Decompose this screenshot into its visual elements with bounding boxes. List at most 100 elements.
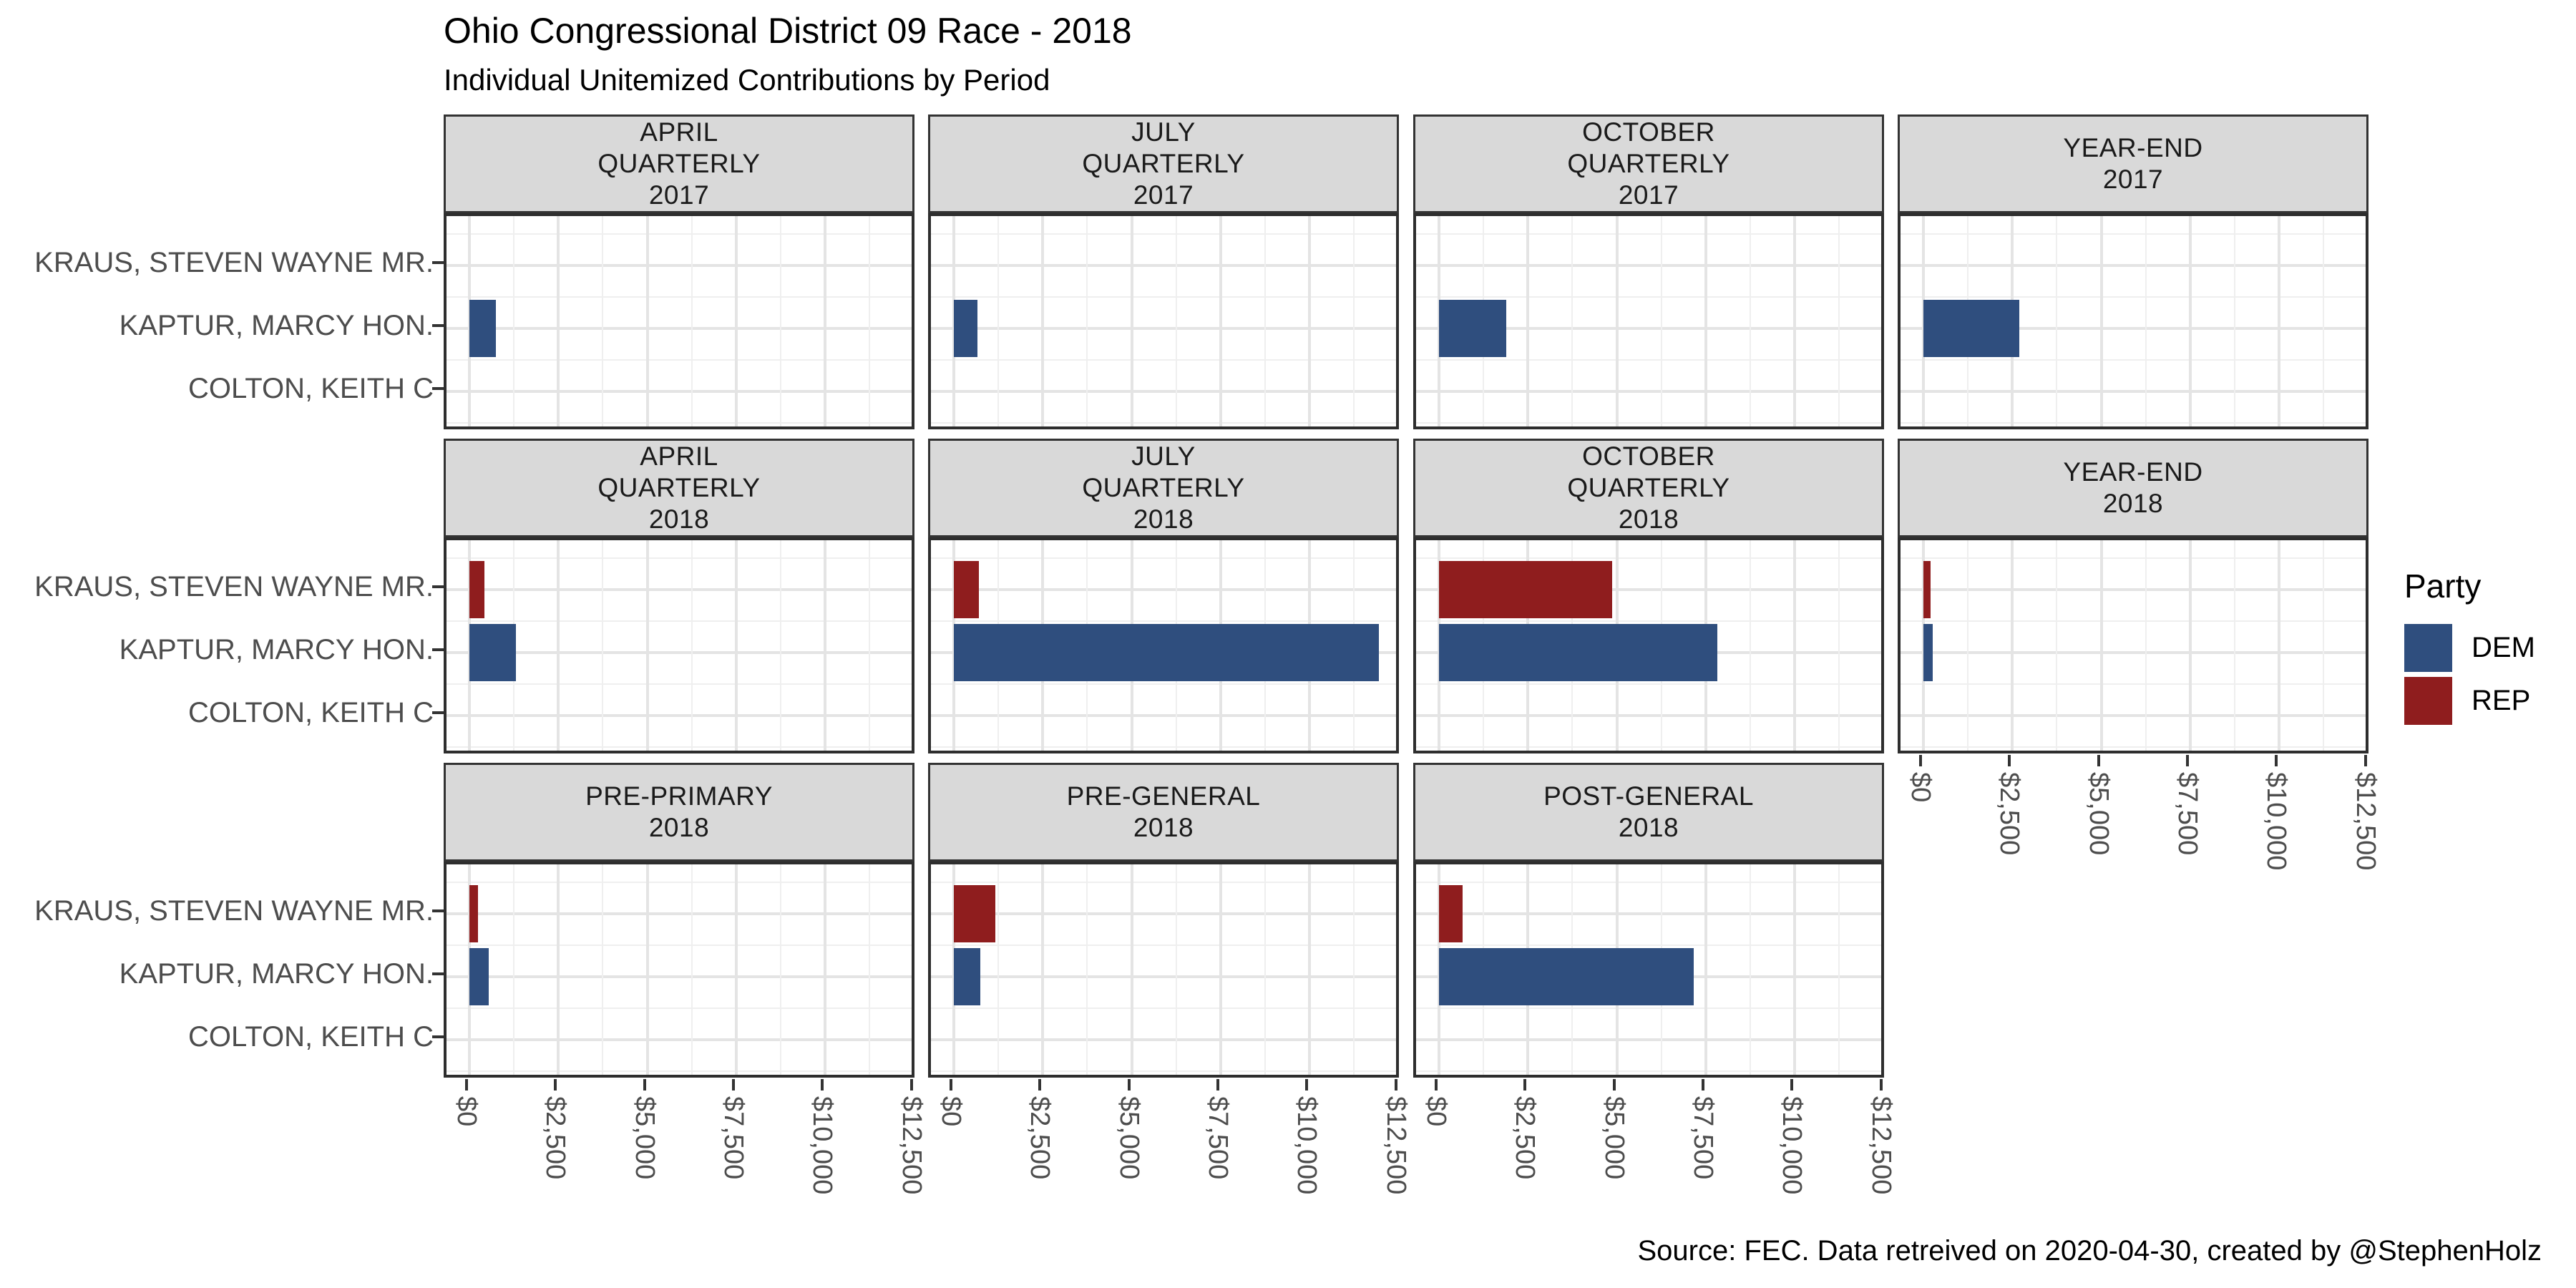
gridline-h-minor — [1416, 233, 1881, 235]
facet-strip-year-end-2018: YEAR-END 2018 — [1898, 439, 2368, 537]
gridline-h-minor — [447, 296, 912, 298]
gridline-h-minor — [1416, 359, 1881, 361]
bar-dem — [1923, 624, 1933, 681]
facet-strip-july-quarterly-2018: JULY QUARTERLY 2018 — [928, 439, 1399, 537]
gridline-v-minor — [869, 216, 871, 426]
facet-strip-pre-primary-2018: PRE-PRIMARY 2018 — [444, 763, 914, 862]
facet-strip-april-quarterly-2017: APRIL QUARTERLY 2017 — [444, 114, 914, 213]
x-axis-label: $12,500 — [2350, 772, 2381, 871]
y-axis-tick — [432, 972, 444, 975]
gridline-h-minor — [1901, 296, 2366, 298]
gridline-v-minor — [602, 216, 604, 426]
facet-strip-label: OCTOBER QUARTERLY 2018 — [1567, 441, 1730, 534]
gridline-v-major — [2367, 540, 2369, 751]
gridline-v-major — [2188, 540, 2192, 751]
gridline-v-major — [734, 864, 738, 1075]
facet-panel-october-quarterly-2017 — [1413, 213, 1884, 429]
gridline-v-major — [1615, 216, 1619, 426]
gridline-v-major — [824, 540, 827, 751]
gridline-v-major — [913, 216, 915, 426]
dem-color-swatch — [2404, 624, 2452, 672]
x-axis-tick — [2008, 755, 2011, 766]
x-axis-tick — [1038, 1079, 1042, 1091]
gridline-v-major — [734, 216, 738, 426]
gridline-h-minor — [1901, 620, 2366, 622]
gridline-v-minor — [1838, 540, 1840, 751]
gridline-h-minor — [447, 683, 912, 685]
gridline-h-minor — [931, 746, 1396, 748]
x-axis-label: $12,500 — [896, 1096, 927, 1195]
y-axis-label: COLTON, KEITH C — [187, 373, 434, 404]
facet-strip-label: JULY QUARTERLY 2017 — [1082, 117, 1245, 210]
gridline-v-minor — [691, 540, 693, 751]
gridline-h-major — [931, 390, 1396, 393]
gridline-h-major — [447, 975, 912, 978]
gridline-v-major — [824, 864, 827, 1075]
x-axis-tick — [821, 1079, 824, 1091]
x-axis-tick — [1305, 1079, 1309, 1091]
gridline-v-major — [1883, 540, 1885, 751]
gridline-v-minor — [513, 216, 515, 426]
gridline-h-minor — [447, 882, 912, 883]
gridline-v-major — [645, 864, 649, 1075]
gridline-h-major — [1416, 588, 1881, 591]
facet-strip-label: APRIL QUARTERLY 2017 — [597, 117, 761, 210]
gridline-h-major — [1901, 264, 2366, 267]
gridline-h-major — [931, 588, 1396, 591]
y-axis-label: KRAUS, STEVEN WAYNE MR. — [34, 247, 434, 278]
gridline-v-major — [1397, 540, 1400, 751]
bar-dem — [954, 624, 1380, 681]
gridline-v-major — [2278, 216, 2281, 426]
x-axis-tick — [2185, 755, 2189, 766]
gridline-v-major — [1308, 864, 1312, 1075]
gridline-v-minor — [1838, 216, 1840, 426]
y-axis-tick — [432, 387, 444, 390]
x-axis-tick — [1612, 1079, 1616, 1091]
gridline-v-minor — [1086, 864, 1088, 1075]
gridline-h-minor — [931, 557, 1396, 559]
gridline-h-minor — [1416, 296, 1881, 298]
gridline-v-minor — [691, 216, 693, 426]
chart-title: Ohio Congressional District 09 Race - 20… — [444, 11, 1132, 51]
bar-dem — [1439, 948, 1694, 1005]
gridline-h-minor — [447, 557, 912, 559]
bar-rep — [1439, 885, 1463, 942]
facet-panel-july-quarterly-2018 — [928, 537, 1399, 753]
gridline-h-major — [447, 327, 912, 330]
gridline-h-minor — [1416, 882, 1881, 883]
bar-dem — [1923, 300, 2020, 357]
gridline-v-major — [2367, 216, 2369, 426]
gridline-v-minor — [1967, 540, 1969, 751]
gridline-h-minor — [931, 422, 1396, 424]
gridline-h-minor — [931, 1008, 1396, 1009]
gridline-v-major — [1704, 864, 1707, 1075]
gridline-h-major — [1901, 714, 2366, 717]
x-axis-label: $7,500 — [718, 1096, 748, 1180]
gridline-h-major — [447, 588, 912, 591]
x-axis-label: $12,500 — [1865, 1096, 1896, 1195]
gridline-h-minor — [447, 945, 912, 946]
gridline-h-major — [931, 912, 1396, 915]
gridline-v-major — [557, 216, 560, 426]
gridline-v-minor — [1571, 216, 1574, 426]
facet-panel-pre-primary-2018 — [444, 862, 914, 1078]
gridline-h-major — [447, 651, 912, 654]
legend: Party DEM REP — [2404, 567, 2576, 730]
x-axis-label: $0 — [1421, 1096, 1451, 1127]
x-axis-label: $0 — [452, 1096, 482, 1127]
gridline-v-minor — [780, 216, 782, 426]
facet-strip-label: PRE-PRIMARY 2018 — [585, 781, 773, 842]
gridline-v-major — [1397, 864, 1400, 1075]
x-axis-tick — [1394, 1079, 1397, 1091]
facet-strip-pre-general-2018: PRE-GENERAL 2018 — [928, 763, 1399, 862]
gridline-v-major — [1219, 216, 1222, 426]
x-axis-tick — [1127, 1079, 1131, 1091]
gridline-v-major — [1526, 216, 1530, 426]
gridline-h-minor — [1901, 683, 2366, 685]
gridline-v-minor — [2056, 216, 2058, 426]
bar-rep — [954, 885, 995, 942]
x-axis-label: $7,500 — [1687, 1096, 1718, 1180]
gridline-v-major — [2011, 540, 2014, 751]
bar-dem — [469, 948, 489, 1005]
gridline-v-major — [1219, 864, 1222, 1075]
